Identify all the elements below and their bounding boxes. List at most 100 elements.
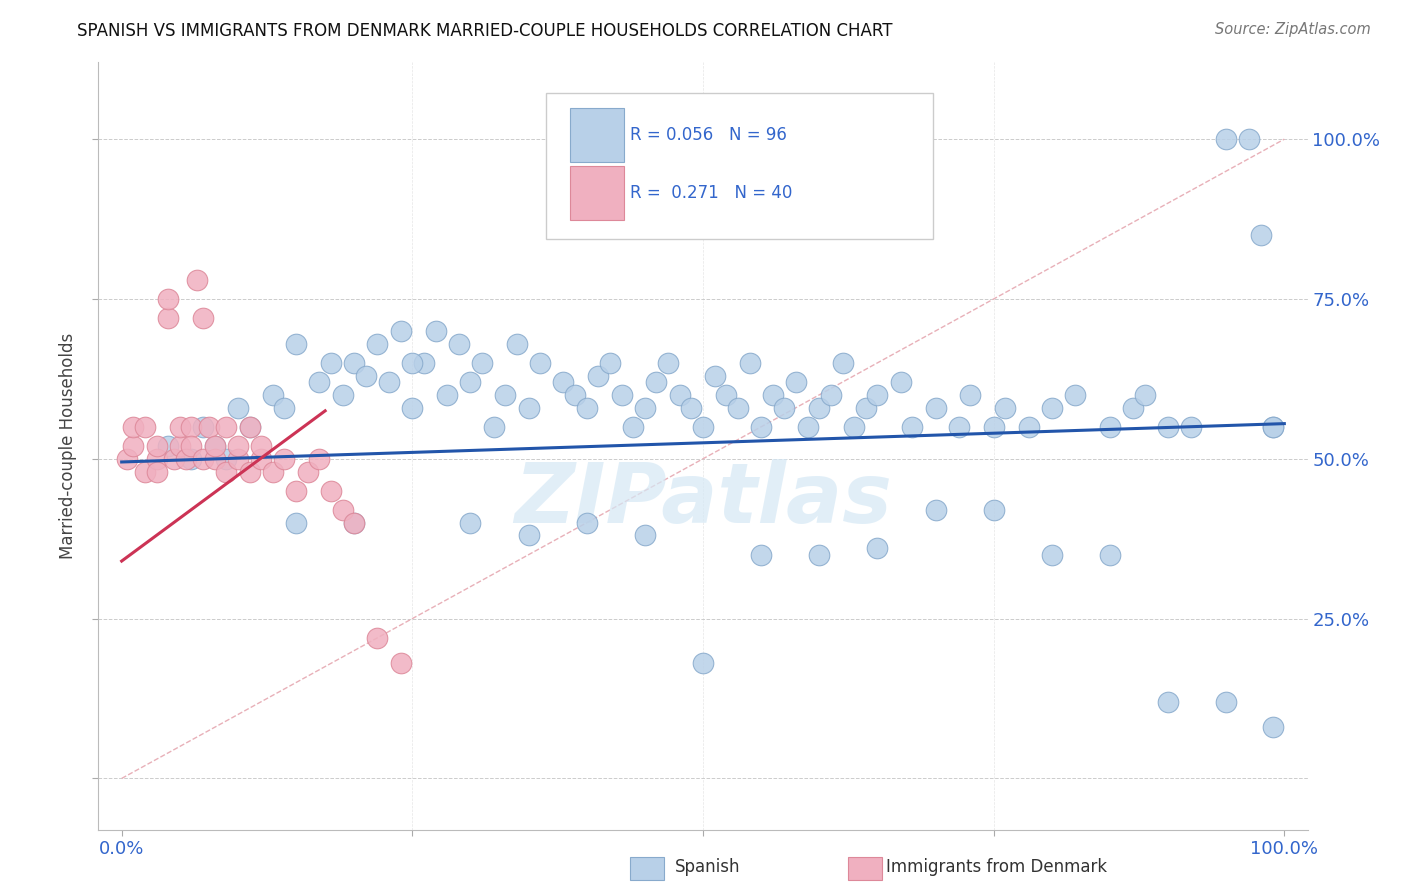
- Text: ZIPatlas: ZIPatlas: [515, 459, 891, 541]
- Point: [332, 388, 354, 402]
- Point: [226, 401, 249, 415]
- Point: [145, 451, 167, 466]
- Point: [773, 401, 796, 415]
- Point: [447, 336, 470, 351]
- Point: [157, 292, 180, 306]
- Point: [319, 356, 342, 370]
- Point: [215, 451, 238, 466]
- Point: [1215, 695, 1237, 709]
- Point: [1122, 401, 1144, 415]
- Point: [343, 516, 366, 530]
- Point: [285, 336, 308, 351]
- FancyBboxPatch shape: [546, 93, 932, 239]
- Point: [785, 375, 807, 389]
- Point: [262, 465, 284, 479]
- Point: [436, 388, 458, 402]
- Point: [204, 439, 226, 453]
- Point: [401, 356, 423, 370]
- Point: [308, 375, 330, 389]
- Point: [198, 419, 221, 434]
- Point: [599, 356, 621, 370]
- Point: [169, 419, 191, 434]
- Point: [145, 465, 167, 479]
- Point: [378, 375, 401, 389]
- Point: [994, 401, 1017, 415]
- Point: [1180, 419, 1202, 434]
- Text: SPANISH VS IMMIGRANTS FROM DENMARK MARRIED-COUPLE HOUSEHOLDS CORRELATION CHART: SPANISH VS IMMIGRANTS FROM DENMARK MARRI…: [77, 22, 893, 40]
- Point: [983, 419, 1005, 434]
- Text: Spanish: Spanish: [675, 858, 741, 876]
- Point: [634, 401, 657, 415]
- Point: [890, 375, 912, 389]
- Point: [959, 388, 981, 402]
- Point: [180, 439, 202, 453]
- Point: [471, 356, 494, 370]
- Point: [1215, 132, 1237, 146]
- Point: [157, 439, 180, 453]
- Point: [506, 336, 529, 351]
- Point: [575, 516, 598, 530]
- Point: [681, 401, 703, 415]
- Point: [262, 388, 284, 402]
- Point: [319, 483, 342, 498]
- Point: [191, 419, 214, 434]
- Point: [354, 368, 377, 383]
- Point: [738, 356, 761, 370]
- Point: [657, 356, 679, 370]
- Point: [1040, 401, 1063, 415]
- Point: [413, 356, 436, 370]
- Text: R = 0.056   N = 96: R = 0.056 N = 96: [630, 127, 787, 145]
- Point: [692, 419, 714, 434]
- Point: [855, 401, 877, 415]
- Point: [948, 419, 970, 434]
- Point: [204, 439, 226, 453]
- Point: [273, 451, 295, 466]
- Point: [1064, 388, 1087, 402]
- Point: [808, 401, 831, 415]
- Point: [692, 657, 714, 671]
- Point: [1157, 419, 1180, 434]
- Point: [1261, 419, 1284, 434]
- Point: [332, 503, 354, 517]
- Point: [808, 548, 831, 562]
- Point: [145, 439, 167, 453]
- Point: [134, 419, 156, 434]
- Point: [924, 503, 946, 517]
- Point: [174, 451, 197, 466]
- Point: [191, 451, 214, 466]
- Point: [1040, 548, 1063, 562]
- Point: [215, 419, 238, 434]
- Point: [1018, 419, 1040, 434]
- Point: [366, 336, 388, 351]
- Point: [1239, 132, 1261, 146]
- Point: [134, 465, 156, 479]
- Point: [285, 516, 308, 530]
- Point: [553, 375, 575, 389]
- Point: [389, 324, 412, 338]
- Point: [621, 419, 644, 434]
- Point: [529, 356, 551, 370]
- FancyBboxPatch shape: [569, 166, 624, 219]
- Point: [866, 388, 889, 402]
- Point: [250, 439, 273, 453]
- Point: [273, 401, 295, 415]
- Point: [239, 419, 262, 434]
- Point: [401, 401, 423, 415]
- Point: [564, 388, 586, 402]
- Point: [820, 388, 842, 402]
- Point: [308, 451, 330, 466]
- Point: [204, 451, 226, 466]
- Point: [389, 657, 412, 671]
- Point: [517, 401, 540, 415]
- Point: [727, 401, 749, 415]
- Point: [575, 401, 598, 415]
- Point: [866, 541, 889, 556]
- Point: [1261, 419, 1284, 434]
- Point: [924, 401, 946, 415]
- Point: [186, 273, 208, 287]
- Point: [1133, 388, 1156, 402]
- Point: [215, 465, 238, 479]
- Point: [610, 388, 633, 402]
- Point: [460, 516, 482, 530]
- Point: [762, 388, 785, 402]
